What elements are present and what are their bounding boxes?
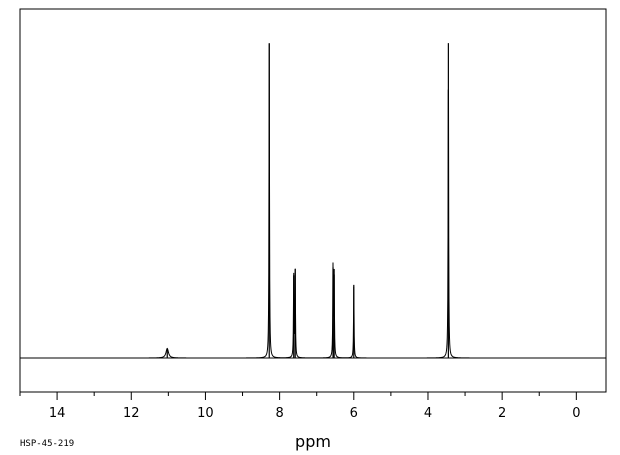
x-tick-label: 10	[197, 406, 214, 421]
x-tick-label: 6	[350, 406, 358, 421]
x-tick-label: 4	[424, 406, 432, 421]
x-tick-label: 14	[49, 406, 66, 421]
x-axis-title: ppm	[295, 432, 331, 451]
plot-frame	[19, 8, 607, 393]
spectrum-trace	[20, 43, 606, 359]
x-tick-label: 0	[572, 406, 580, 421]
x-tick-label: 8	[275, 406, 283, 421]
x-tick-label: 2	[498, 406, 506, 421]
spectrum-code-label: HSP-45-219	[20, 439, 74, 449]
x-tick-label: 12	[123, 406, 140, 421]
x-axis: 14 12 10 8 6 4 2 0	[19, 392, 580, 421]
